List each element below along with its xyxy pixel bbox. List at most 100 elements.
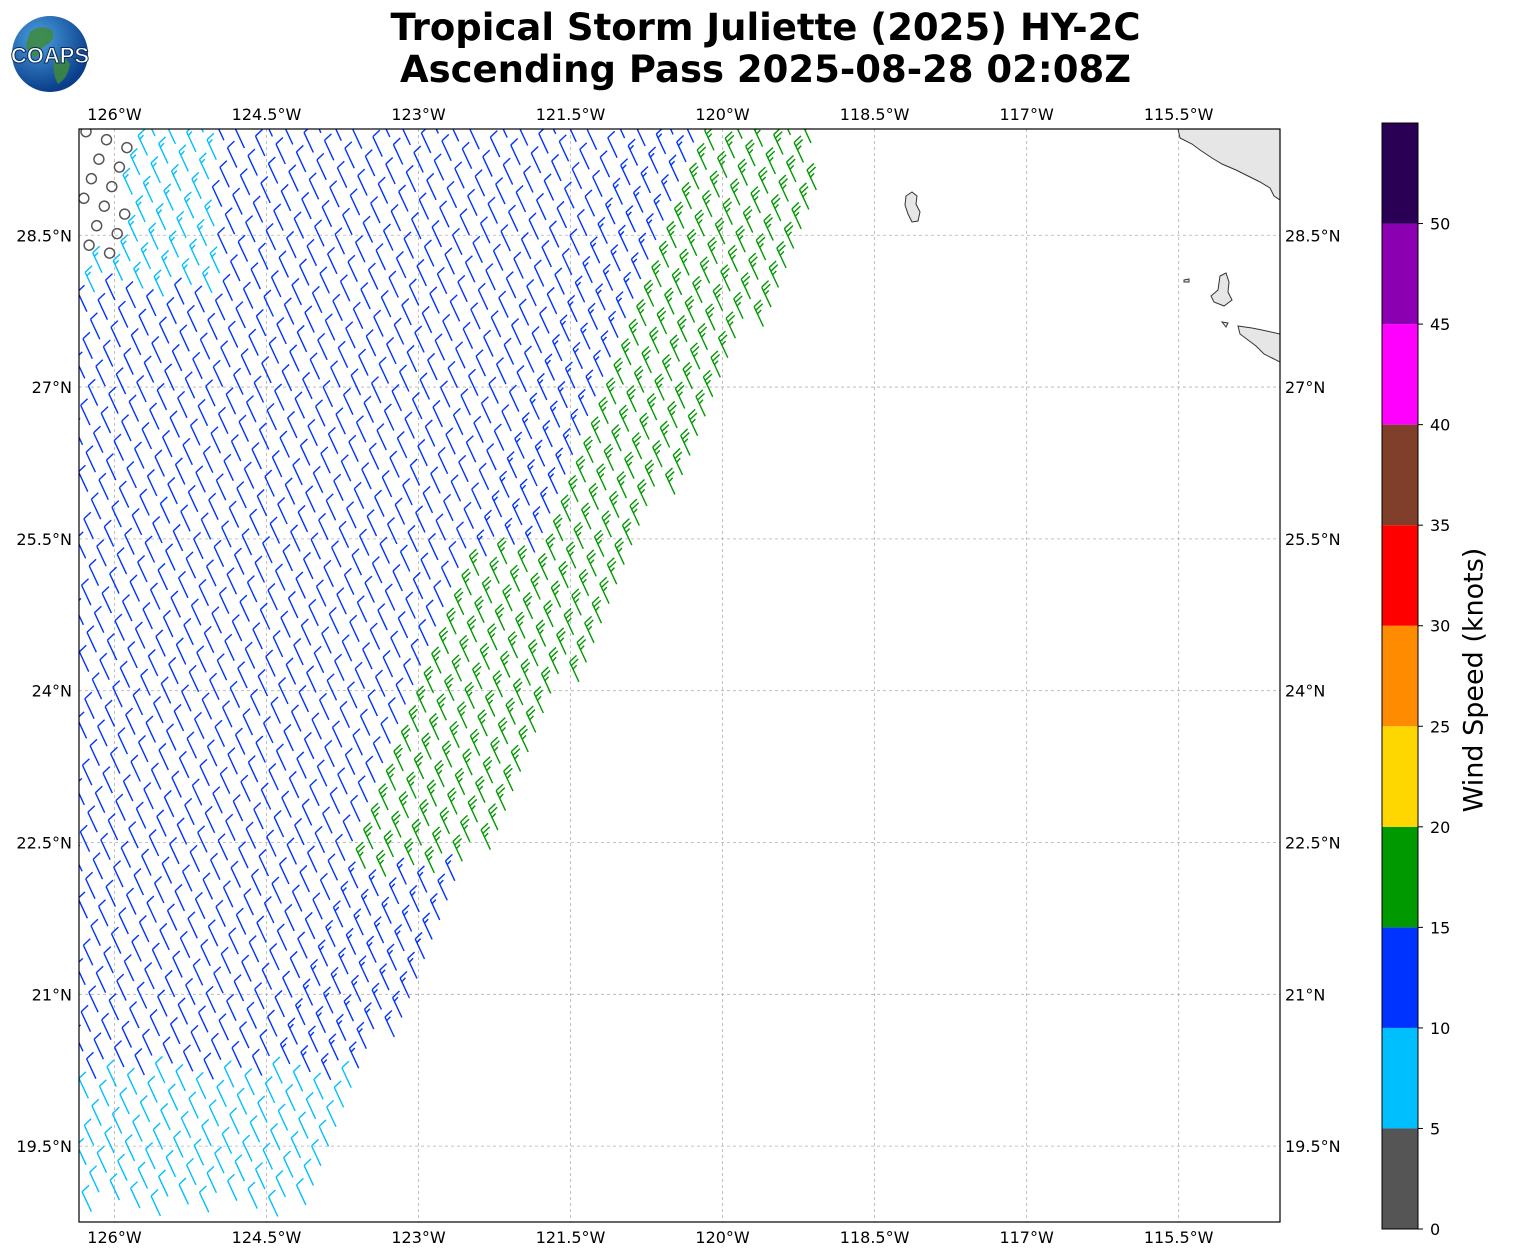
wind-barb (511, 318, 522, 346)
wind-barb (130, 328, 142, 356)
wind-barb (189, 418, 201, 446)
wind-barb (118, 208, 131, 220)
wind-barb (109, 1173, 121, 1201)
wind-barb (242, 1134, 253, 1162)
wind-barb (374, 669, 386, 697)
wind-barb (316, 152, 327, 181)
wind-barb (539, 486, 551, 514)
wind-barb (262, 129, 274, 137)
wind-barb (371, 556, 383, 584)
wind-barb (162, 1036, 174, 1064)
wind-barb (448, 129, 460, 142)
wind-barb (568, 474, 579, 503)
wind-barb (576, 635, 588, 663)
wind-barb (524, 525, 536, 553)
colorbar-bin (1382, 123, 1418, 224)
wind-barb (243, 888, 254, 916)
wind-barb (266, 403, 278, 431)
wind-barb (102, 339, 114, 367)
wind-barb (215, 473, 227, 501)
wind-barb (510, 138, 521, 166)
colorbar-bin (1382, 424, 1418, 526)
wind-barb (415, 505, 426, 533)
wind-barb (309, 352, 321, 380)
wind-barb (228, 927, 239, 955)
wind-barb (306, 238, 318, 267)
wind-barb (309, 778, 320, 807)
wind-barb (229, 1107, 240, 1135)
colorbar-tick-label: 10 (1430, 1019, 1450, 1038)
colorbar-bin (1382, 324, 1418, 425)
wind-barb (367, 262, 379, 290)
wind-barb (717, 330, 729, 358)
colorbar-bin (1382, 223, 1418, 325)
wind-barb (806, 162, 817, 191)
lat-tick-label-right: 22.5°N (1285, 833, 1341, 852)
wind-barb (286, 230, 297, 259)
wind-barb (615, 291, 627, 319)
wind-barb (633, 365, 645, 393)
wind-barb (428, 129, 439, 134)
wind-barb (126, 1067, 138, 1095)
wind-barb (281, 363, 293, 392)
wind-barb (304, 911, 316, 940)
wind-barb (476, 529, 487, 557)
wind-barb (506, 451, 518, 479)
wind-barb (250, 688, 261, 716)
wind-barb (396, 431, 408, 459)
wind-barb (446, 180, 458, 209)
wind-barb (374, 489, 385, 517)
wind-barb (443, 673, 455, 702)
wind-barb (131, 934, 142, 962)
wind-barb (768, 260, 780, 288)
wind-barb (478, 462, 490, 490)
wind-barb (540, 666, 552, 694)
wind-barb (195, 465, 206, 493)
wind-barb (716, 150, 728, 178)
wind-barb (735, 225, 746, 253)
wind-barb (487, 803, 499, 831)
wind-barb (317, 939, 329, 967)
wind-barb (254, 129, 266, 157)
wind-barb (517, 545, 528, 573)
wind-barb (90, 219, 103, 232)
wind-barb (339, 274, 351, 302)
wind-barb (92, 245, 103, 273)
wind-barb (80, 1004, 92, 1032)
wind-barb (299, 438, 311, 466)
wind-barb (86, 625, 97, 653)
wind-barb (89, 1165, 100, 1193)
wind-barb (92, 425, 104, 453)
wind-barb (314, 825, 326, 854)
wind-barb (335, 1013, 347, 1041)
wind-barb (205, 379, 216, 407)
wind-barb (101, 1012, 112, 1040)
wind-barb (667, 400, 678, 429)
wind-barb (689, 342, 701, 370)
wind-barb (194, 285, 205, 313)
wind-barb (322, 379, 334, 408)
wind-barb (160, 676, 172, 704)
wind-barb (433, 579, 444, 608)
wind-barb (193, 531, 204, 560)
wind-barb (732, 129, 743, 139)
wind-barb (517, 129, 529, 146)
wind-barb (211, 606, 222, 634)
wind-barb (206, 739, 218, 767)
wind-barb (341, 634, 353, 662)
wind-barb (505, 271, 517, 299)
wind-barb (189, 844, 201, 873)
wind-barb (400, 724, 412, 752)
wind-barb (291, 884, 303, 912)
wind-barb (791, 201, 802, 230)
wind-barb (95, 965, 107, 993)
wind-barb (289, 344, 300, 372)
wind-barb (151, 942, 163, 970)
wind-barb (780, 129, 792, 136)
wind-barb (699, 256, 711, 284)
colorbar-bin (1382, 525, 1418, 626)
wind-barb (346, 501, 357, 529)
islet (1220, 321, 1229, 328)
wind-barb (234, 129, 246, 149)
wind-barb (343, 994, 355, 1022)
